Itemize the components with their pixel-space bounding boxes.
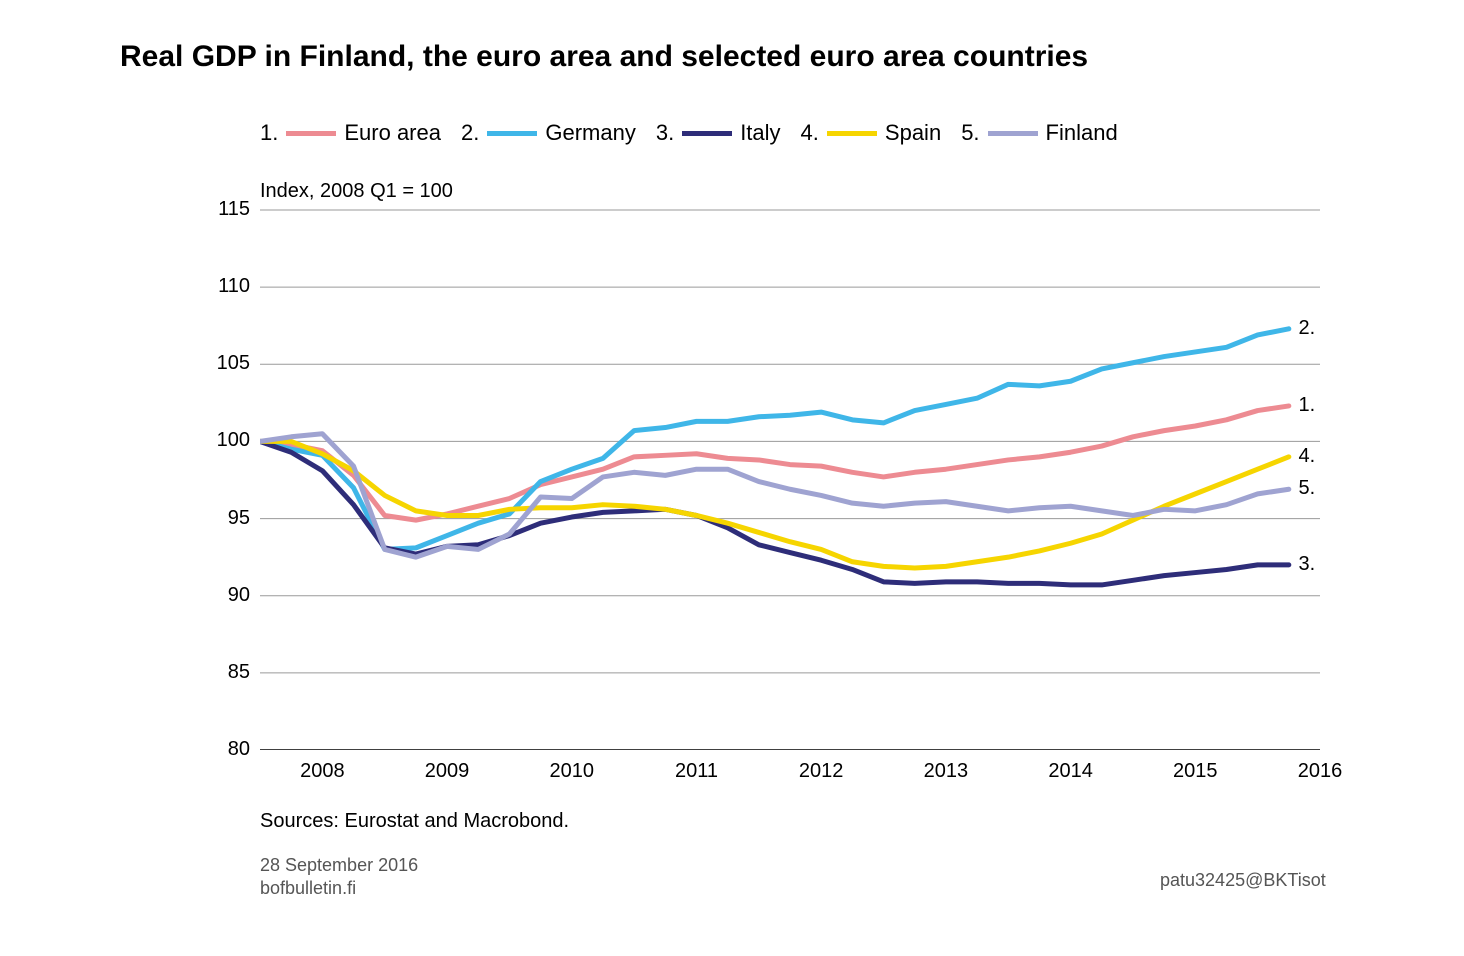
x-tick-label: 2015 — [1165, 760, 1225, 783]
legend-swatch — [827, 131, 877, 136]
x-tick-label: 2009 — [417, 760, 477, 783]
chart-container: Real GDP in Finland, the euro area and s… — [0, 0, 1464, 956]
legend-label: Italy — [740, 120, 780, 146]
series-end-label: 2. — [1297, 317, 1317, 340]
legend-number: 1. — [260, 120, 278, 146]
y-tick-label: 100 — [190, 429, 250, 452]
legend-number: 2. — [461, 120, 479, 146]
x-tick-label: 2012 — [791, 760, 851, 783]
legend-label: Germany — [545, 120, 635, 146]
site-text: bofbulletin.fi — [260, 878, 356, 899]
legend-item: 4. Spain — [801, 120, 942, 146]
x-tick-label: 2016 — [1290, 760, 1350, 783]
legend-item: 5. Finland — [961, 120, 1118, 146]
y-tick-label: 115 — [190, 198, 250, 221]
x-tick-label: 2010 — [542, 760, 602, 783]
y-tick-label: 90 — [190, 584, 250, 607]
line-euro-area — [260, 406, 1289, 520]
legend-swatch — [286, 131, 336, 136]
series-end-label: 3. — [1297, 553, 1317, 576]
legend-item: 1. Euro area — [260, 120, 441, 146]
legend-number: 5. — [961, 120, 979, 146]
legend-item: 3. Italy — [656, 120, 781, 146]
legend-label: Finland — [1046, 120, 1118, 146]
sources-text: Sources: Eurostat and Macrobond. — [260, 810, 569, 833]
legend-label: Euro area — [344, 120, 441, 146]
legend: 1. Euro area 2. Germany 3. Italy 4. Spain 5. Finl… — [260, 120, 1138, 146]
y-tick-label: 110 — [190, 275, 250, 298]
series-end-label: 5. — [1297, 477, 1317, 500]
x-tick-label: 2008 — [292, 760, 352, 783]
legend-swatch — [682, 131, 732, 136]
legend-item: 2. Germany — [461, 120, 636, 146]
y-tick-label: 85 — [190, 661, 250, 684]
series-end-label: 4. — [1297, 445, 1317, 468]
series-end-label: 1. — [1297, 394, 1317, 417]
legend-number: 4. — [801, 120, 819, 146]
y-tick-label: 105 — [190, 352, 250, 375]
chart-title: Real GDP in Finland, the euro area and s… — [120, 40, 1088, 74]
reference-code: patu32425@BKTisot — [1160, 870, 1326, 891]
x-tick-label: 2013 — [916, 760, 976, 783]
y-tick-label: 95 — [190, 507, 250, 530]
x-tick-label: 2011 — [666, 760, 726, 783]
y-tick-label: 80 — [190, 738, 250, 761]
chart-plot — [260, 180, 1320, 750]
legend-swatch — [487, 131, 537, 136]
legend-swatch — [988, 131, 1038, 136]
x-tick-label: 2014 — [1041, 760, 1101, 783]
legend-label: Spain — [885, 120, 941, 146]
legend-number: 3. — [656, 120, 674, 146]
date-text: 28 September 2016 — [260, 855, 418, 876]
